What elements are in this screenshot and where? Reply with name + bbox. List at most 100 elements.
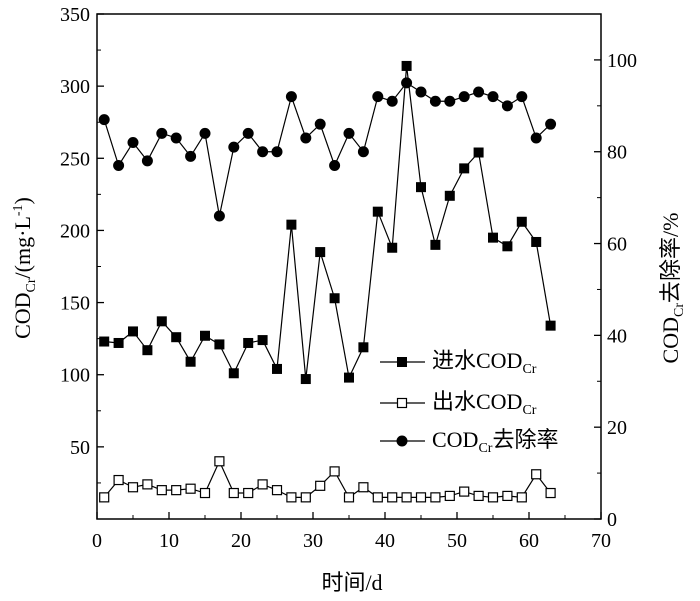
data-point-2 xyxy=(401,77,413,89)
y-right-tick-label: 80 xyxy=(607,142,627,164)
legend-marker-influent xyxy=(397,357,407,367)
data-point-0 xyxy=(473,147,484,158)
data-point-2 xyxy=(242,127,254,139)
data-point-1 xyxy=(156,485,167,496)
data-point-2 xyxy=(545,118,557,130)
data-point-2 xyxy=(357,146,369,158)
data-point-2 xyxy=(127,137,139,149)
y-left-axis-title: CODCr/(mg·L-1) xyxy=(10,197,39,339)
data-point-2 xyxy=(213,210,225,222)
data-point-1 xyxy=(459,486,470,497)
data-point-1 xyxy=(401,492,412,503)
y-left-tick-label: 250 xyxy=(60,148,90,170)
data-point-2 xyxy=(185,150,197,162)
y-right-tick-label: 20 xyxy=(607,417,627,439)
data-point-1 xyxy=(271,485,283,496)
data-point-2 xyxy=(473,86,485,98)
data-point-0 xyxy=(329,293,340,304)
data-point-0 xyxy=(444,190,455,201)
data-point-2 xyxy=(386,95,398,107)
data-point-2 xyxy=(98,114,110,126)
data-point-2 xyxy=(257,146,269,158)
data-point-0 xyxy=(113,337,124,348)
data-point-2 xyxy=(170,132,182,144)
data-point-1 xyxy=(358,482,369,493)
data-point-1 xyxy=(127,482,139,493)
data-point-2 xyxy=(199,127,211,139)
y-left-tick-label: 300 xyxy=(60,76,90,98)
data-point-0 xyxy=(545,320,556,331)
data-point-2 xyxy=(458,91,470,103)
data-point-1 xyxy=(415,492,427,503)
data-point-0 xyxy=(171,332,182,343)
data-point-0 xyxy=(243,337,254,348)
data-point-2 xyxy=(314,118,326,130)
data-point-0 xyxy=(99,336,110,347)
data-point-0 xyxy=(502,241,513,252)
data-point-2 xyxy=(372,91,384,103)
data-point-1 xyxy=(300,492,311,503)
ticks-group: 0 10 20 30 40 50 60 70 50 100 150 200 250 300 350 0 20 40… xyxy=(60,4,637,552)
y-right-tick-label: 100 xyxy=(607,50,637,72)
data-point-0 xyxy=(214,339,225,350)
data-point-2 xyxy=(444,95,456,107)
data-point-1 xyxy=(372,492,383,503)
data-point-0 xyxy=(401,60,412,71)
data-point-0 xyxy=(228,368,239,379)
data-point-1 xyxy=(185,483,196,494)
data-point-0 xyxy=(300,374,311,385)
legend: 进水CODCr 出水CODCr CODCr去除率 xyxy=(380,348,558,456)
data-point-0 xyxy=(315,247,326,258)
data-point-1 xyxy=(531,469,542,480)
data-point-1 xyxy=(487,492,499,503)
legend-label-effluent: 出水CODCr xyxy=(432,389,537,418)
data-point-0 xyxy=(416,182,426,193)
x-tick-label: 50 xyxy=(447,530,467,552)
data-point-0 xyxy=(128,326,138,337)
data-point-0 xyxy=(257,335,268,346)
series-group xyxy=(98,60,557,503)
y-right-tick-label: 0 xyxy=(607,509,617,531)
data-point-0 xyxy=(459,163,470,174)
data-point-2 xyxy=(530,132,542,144)
data-point-1 xyxy=(444,490,455,502)
data-point-2 xyxy=(271,146,283,158)
data-point-1 xyxy=(545,487,556,499)
data-point-1 xyxy=(113,474,124,486)
data-point-2 xyxy=(285,91,297,103)
series-line-0 xyxy=(104,65,552,380)
data-point-0 xyxy=(156,316,167,327)
data-point-1 xyxy=(387,492,398,503)
x-tick-label: 10 xyxy=(159,530,179,552)
data-point-1 xyxy=(243,487,254,499)
x-tick-label: 20 xyxy=(231,530,251,552)
legend-marker-removal xyxy=(396,435,408,447)
data-point-1 xyxy=(430,492,441,503)
legend-label-removal: CODCr去除率 xyxy=(432,427,558,456)
data-point-0 xyxy=(372,206,383,217)
data-point-2 xyxy=(141,155,153,167)
data-point-0 xyxy=(488,232,498,243)
y-right-tick-label: 60 xyxy=(607,234,627,256)
data-point-1 xyxy=(257,479,268,490)
y-left-tick-label: 150 xyxy=(60,293,90,315)
data-point-2 xyxy=(415,86,427,98)
data-point-2 xyxy=(228,141,240,153)
data-point-1 xyxy=(286,492,297,503)
data-point-1 xyxy=(199,487,211,499)
data-point-1 xyxy=(99,492,110,503)
data-point-1 xyxy=(502,490,513,502)
data-point-0 xyxy=(531,236,542,247)
y-left-tick-label: 350 xyxy=(60,4,90,26)
data-point-2 xyxy=(329,160,341,171)
data-point-0 xyxy=(358,342,369,353)
y-right-tick-label: 40 xyxy=(607,325,627,347)
x-tick-label: 60 xyxy=(519,530,539,552)
x-tick-label: 30 xyxy=(303,530,323,552)
legend-marker-effluent xyxy=(396,397,408,409)
data-point-2 xyxy=(300,132,312,144)
data-point-1 xyxy=(329,466,340,477)
data-point-0 xyxy=(387,242,398,253)
data-point-0 xyxy=(185,356,196,367)
